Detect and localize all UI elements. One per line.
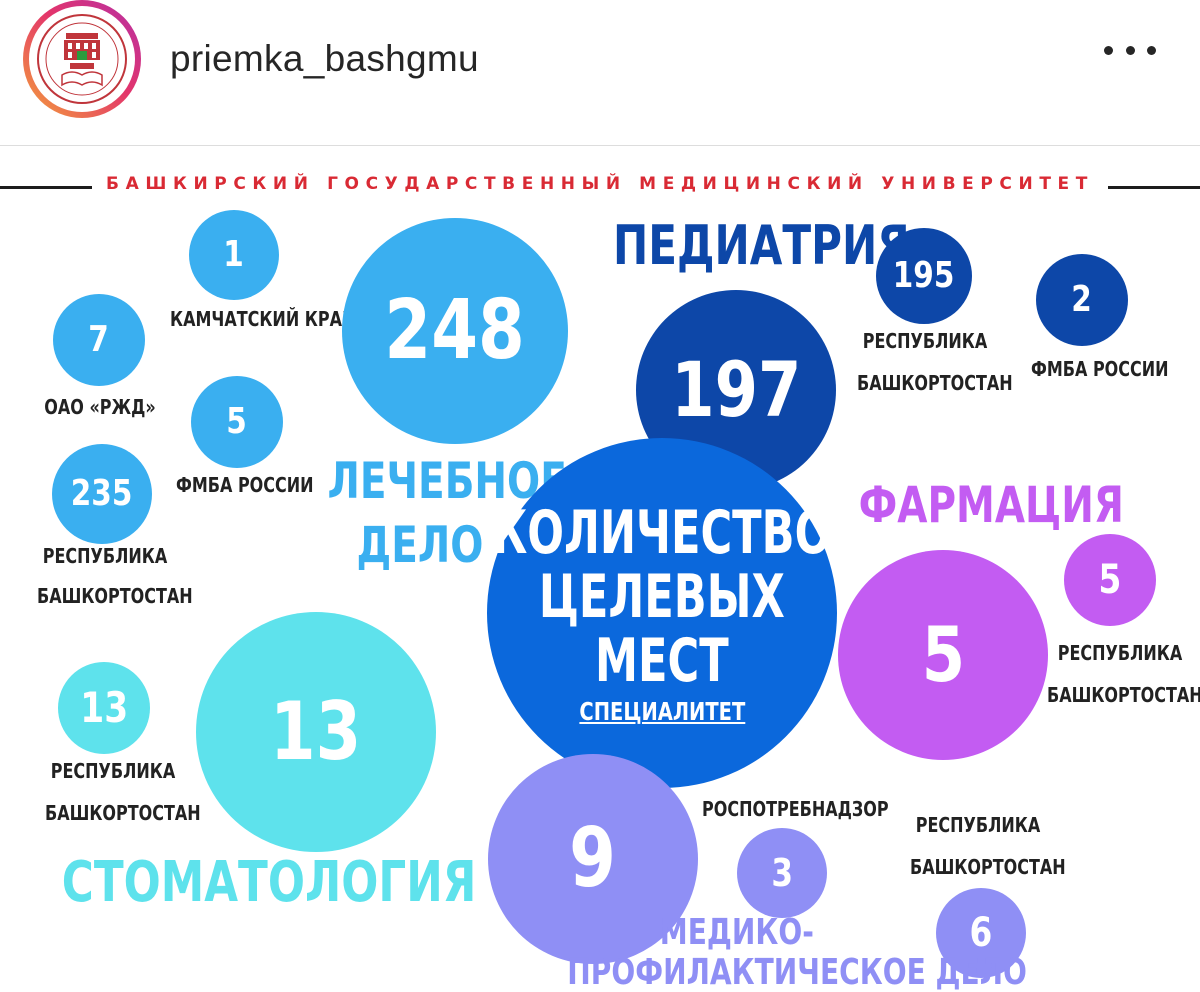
- pediatria-small-rb: 195: [876, 228, 972, 324]
- value-label: 5: [921, 610, 965, 699]
- label-kamchatka: КАМЧАТСКИЙ КРАЙ: [170, 307, 356, 331]
- mpd-name-line1: МЕДИКО-: [659, 912, 814, 953]
- stomatologia-total-bubble: 13: [196, 612, 436, 852]
- label-rb-line2: БАШКОРТОСТАН: [37, 584, 193, 608]
- divider-line: [1108, 186, 1200, 189]
- avatar[interactable]: [23, 0, 141, 118]
- label-fmba: ФМБА РОССИИ: [176, 473, 314, 497]
- post-header: priemka_bashgmu: [0, 0, 1200, 146]
- label-rb-line2: БАШКОРТОСТАН: [45, 801, 201, 825]
- farmacia-small-rb: 5: [1064, 534, 1156, 626]
- divider-line: [0, 186, 92, 189]
- lechebnoe-name-line2: ДЕЛО: [356, 516, 484, 574]
- stomatologia-name: СТОМАТОЛОГИЯ: [61, 850, 477, 915]
- label-rb-line1: РЕСПУБЛИКА: [42, 544, 168, 568]
- value-label: 6: [969, 910, 993, 956]
- avatar-inner: [29, 6, 135, 112]
- label-rospotrebnadzor: РОСПОТРЕБНАДЗОР: [702, 797, 889, 821]
- university-title: БАШКИРСКИЙ ГОСУДАРСТВЕННЫЙ МЕДИЦИНСКИЙ У…: [106, 174, 1094, 194]
- pediatria-name: ПЕДИАТРИЯ: [613, 214, 910, 277]
- label-rb-line2: БАШКОРТОСТАН: [1047, 683, 1200, 707]
- center-subtitle: СПЕЦИАЛИТЕТ: [579, 696, 745, 726]
- center-line: МЕСТ: [595, 625, 729, 696]
- mpd-total-bubble: 9: [488, 754, 698, 964]
- value-label: 248: [384, 283, 526, 378]
- label-rb-line1: РЕСПУБЛИКА: [862, 329, 988, 353]
- center-line: ЦЕЛЕВЫХ: [539, 561, 785, 632]
- label-rb-line1: РЕСПУБЛИКА: [1057, 641, 1183, 665]
- value-label: 9: [569, 811, 617, 906]
- pediatria-total-bubble: 197: [636, 290, 836, 490]
- value-label: 3: [771, 851, 793, 895]
- center-text: КОЛИЧЕСТВО ЦЕЛЕВЫХ МЕСТ СПЕЦИАЛИТЕТ: [487, 438, 837, 788]
- value-label: 1: [223, 234, 245, 275]
- more-horizontal-icon-dot: [1147, 45, 1156, 55]
- more-horizontal-icon: [1104, 45, 1113, 55]
- more-horizontal-icon-dot: [1125, 45, 1135, 55]
- mpd-small-rb: 6: [936, 888, 1026, 978]
- label-rzd: ОАО «РЖД»: [44, 395, 156, 419]
- value-label: 195: [893, 255, 955, 296]
- total-targeted-places-bubble: КОЛИЧЕСТВО ЦЕЛЕВЫХ МЕСТ СПЕЦИАЛИТЕТ: [487, 438, 837, 788]
- label-rb-line1: РЕСПУБЛИКА: [915, 813, 1041, 837]
- lechebnoe-small-rzd: 7: [53, 294, 145, 386]
- mpd-name-line2: ПРОФИЛАКТИЧЕСКОЕ ДЕЛО: [567, 952, 1027, 992]
- username[interactable]: priemka_bashgmu: [170, 38, 479, 79]
- value-label: 13: [270, 685, 362, 778]
- lechebnoe-small-fmba: 5: [191, 376, 283, 468]
- farmacia-name: ФАРМАЦИЯ: [858, 476, 1124, 534]
- label-rb-line2: БАШКОРТОСТАН: [910, 855, 1066, 879]
- value-label: 2: [1071, 279, 1093, 320]
- mpd-small-rospotrebnadzor: 3: [737, 828, 827, 918]
- university-logo-icon: [37, 14, 127, 104]
- stomatologia-small-rb: 13: [58, 662, 150, 754]
- center-line: КОЛИЧЕСТВО: [492, 497, 832, 568]
- value-label: 7: [88, 319, 110, 360]
- value-label: 5: [226, 401, 248, 442]
- value-label: 235: [71, 473, 133, 514]
- value-label: 197: [670, 345, 802, 434]
- more-options-button[interactable]: [1100, 30, 1160, 70]
- label-rb-line2: БАШКОРТОСТАН: [857, 371, 1013, 395]
- farmacia-total-bubble: 5: [838, 550, 1048, 760]
- pediatria-small-fmba: 2: [1036, 254, 1128, 346]
- label-fmba: ФМБА РОССИИ: [1031, 357, 1169, 381]
- lechebnoe-total-bubble: 248: [342, 218, 568, 444]
- label-rb-line1: РЕСПУБЛИКА: [50, 759, 176, 783]
- post-image: БАШКИРСКИЙ ГОСУДАРСТВЕННЫЙ МЕДИЦИНСКИЙ У…: [0, 146, 1200, 992]
- value-label: 5: [1098, 557, 1122, 603]
- value-label: 13: [80, 683, 128, 732]
- lechebnoe-small-rb: 235: [52, 444, 152, 544]
- lechebnoe-small-kamchatka: 1: [189, 210, 279, 300]
